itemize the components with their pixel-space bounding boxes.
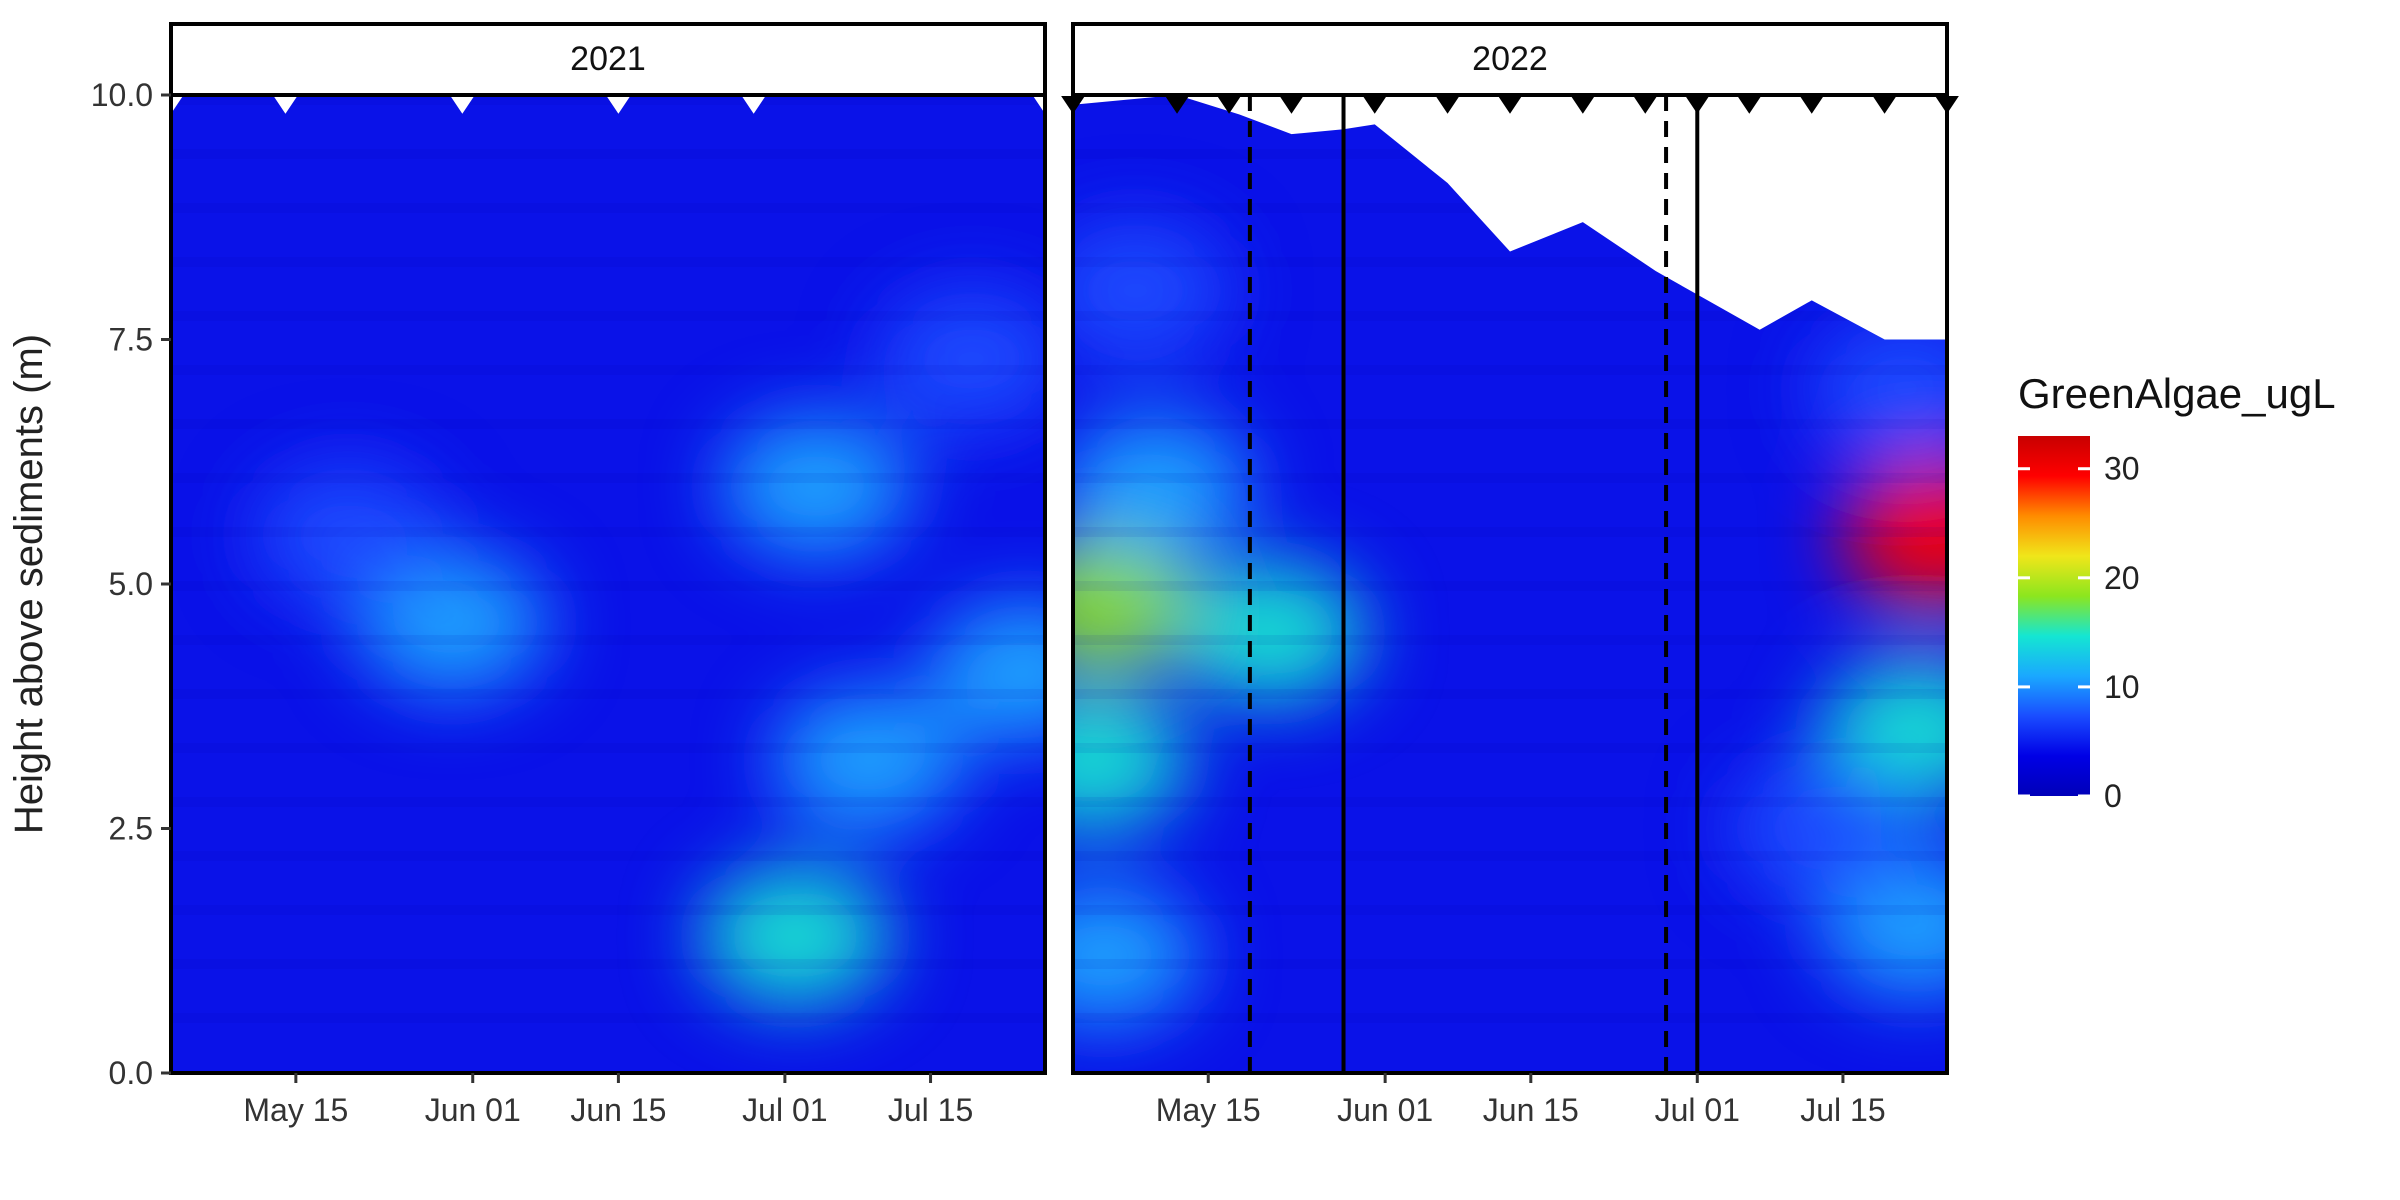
heat-blobs — [1073, 220, 1947, 1026]
x-tick-label: Jun 15 — [1483, 1092, 1579, 1128]
heat-stripe — [1073, 257, 1947, 267]
heat-stripe — [171, 311, 1045, 321]
heat-stripe — [171, 905, 1045, 915]
heat-stripe — [171, 95, 1045, 105]
heat-cell — [1841, 465, 1947, 606]
sampling-marker — [1737, 96, 1762, 114]
heat-cell — [252, 465, 443, 606]
x-tick-label: Jul 15 — [1800, 1092, 1885, 1128]
sampling-marker — [1799, 96, 1824, 114]
heat-cell — [1727, 758, 1918, 899]
heat-cell — [700, 866, 891, 1007]
heat-cell — [1810, 318, 1947, 459]
heat-stripe — [1073, 1013, 1947, 1023]
heatmap-panels: 2021 May 15 Jun 01 Jun 15 Jul 01 Jul 15 2022 Ma… — [159, 22, 1959, 1128]
y-axis: 0.0 2.5 5.0 7.5 10.0 — [91, 77, 171, 1091]
sampling-marker — [1685, 96, 1710, 114]
sampling-marker — [1633, 96, 1658, 114]
heat-stripe — [171, 797, 1045, 807]
heat-blobs — [252, 289, 1045, 1007]
x-tick-label: May 15 — [243, 1092, 348, 1128]
colorbar-tick-label: 20 — [2104, 560, 2140, 596]
heat-stripe — [171, 203, 1045, 213]
sampling-marker — [1279, 96, 1304, 114]
heat-stripe — [1073, 473, 1947, 483]
heat-stripe — [171, 1013, 1045, 1023]
heat-stripe — [171, 365, 1045, 375]
heat-stripe — [1073, 203, 1947, 213]
panel-frame — [1071, 93, 1949, 1075]
heat-field — [1073, 95, 1947, 1073]
sampling-marker — [1435, 96, 1460, 114]
heat-stripe — [1073, 311, 1947, 321]
heat-stripe — [1073, 635, 1947, 645]
facet-strip — [1071, 22, 1949, 97]
heat-stripe — [171, 257, 1045, 267]
facet-strip-label: 2022 — [1472, 40, 1548, 78]
sampling-marker — [1570, 96, 1595, 114]
facet-strip — [169, 22, 1047, 97]
heat-stripe — [1073, 689, 1947, 699]
x-tick-label: Jul 15 — [888, 1092, 973, 1128]
y-tick-label: 10.0 — [91, 77, 153, 113]
heat-stripe — [1073, 419, 1947, 429]
y-axis-label: Height above sediments (m) — [7, 334, 51, 834]
x-tick-label: Jun 01 — [1337, 1092, 1433, 1128]
heat-cell — [773, 690, 964, 831]
heat-stripe — [171, 581, 1045, 591]
x-tick-label: May 15 — [1156, 1092, 1261, 1128]
heat-stripe — [1073, 851, 1947, 861]
x-tick-label: Jul 01 — [1655, 1092, 1740, 1128]
y-tick-label: 2.5 — [109, 811, 153, 847]
heat-cell — [877, 289, 1045, 430]
colorbar-legend: GreenAlgae_ugL 0 10 20 30 — [2018, 370, 2336, 814]
heat-cell — [721, 416, 912, 557]
heat-stripe — [1073, 581, 1947, 591]
heat-stripe — [171, 743, 1045, 753]
x-tick-label: Jun 01 — [425, 1092, 521, 1128]
heat-stripe — [171, 851, 1045, 861]
heat-cell — [1820, 856, 1947, 997]
heat-stripe — [171, 473, 1045, 483]
heat-cell — [1073, 416, 1252, 557]
heat-stripe — [171, 635, 1045, 645]
heat-cell — [1073, 220, 1231, 361]
legend-title: GreenAlgae_ugL — [2018, 370, 2336, 417]
sampling-marker — [1362, 96, 1387, 114]
heat-stripe — [1073, 797, 1947, 807]
heat-cell — [1073, 533, 1200, 674]
heat-stripe — [1073, 905, 1947, 915]
heat-stripe — [171, 149, 1045, 159]
heat-stripe — [171, 419, 1045, 429]
y-tick-label: 5.0 — [109, 566, 153, 602]
heat-stripe — [1073, 959, 1947, 969]
heat-cell — [929, 602, 1045, 743]
x-tick-label: Jul 01 — [742, 1092, 827, 1128]
heat-stripe — [171, 959, 1045, 969]
sampling-marker — [1498, 96, 1522, 114]
colorbar-tick-label: 30 — [2104, 451, 2140, 487]
panel-2021: 2021 May 15 Jun 01 Jun 15 Jul 01 Jul 15 — [159, 22, 1057, 1128]
heat-cell — [1175, 562, 1366, 703]
heat-stripe — [1073, 527, 1947, 537]
heat-stripe — [1073, 743, 1947, 753]
facet-strip-label: 2021 — [570, 40, 646, 78]
sampling-marker — [1872, 96, 1897, 114]
heat-cell — [1073, 885, 1200, 1026]
heat-cell — [1820, 660, 1947, 801]
y-tick-label: 0.0 — [109, 1055, 153, 1091]
heat-field — [171, 95, 1045, 1073]
panel-2022: 2022 May 15 Jun 01 Jun 15 Jul 01 Jul 15 — [1061, 22, 1959, 1128]
heat-stripe — [171, 689, 1045, 699]
colorbar-tick-label: 10 — [2104, 669, 2140, 705]
y-tick-label: 7.5 — [109, 322, 153, 358]
colorbar — [2018, 436, 2090, 796]
heat-cell — [1073, 690, 1189, 831]
heat-stripe — [1073, 365, 1947, 375]
heat-stripe — [171, 527, 1045, 537]
heat-stripe — [1073, 149, 1947, 159]
colorbar-tick-label: 0 — [2104, 778, 2122, 814]
x-tick-label: Jun 15 — [570, 1092, 666, 1128]
